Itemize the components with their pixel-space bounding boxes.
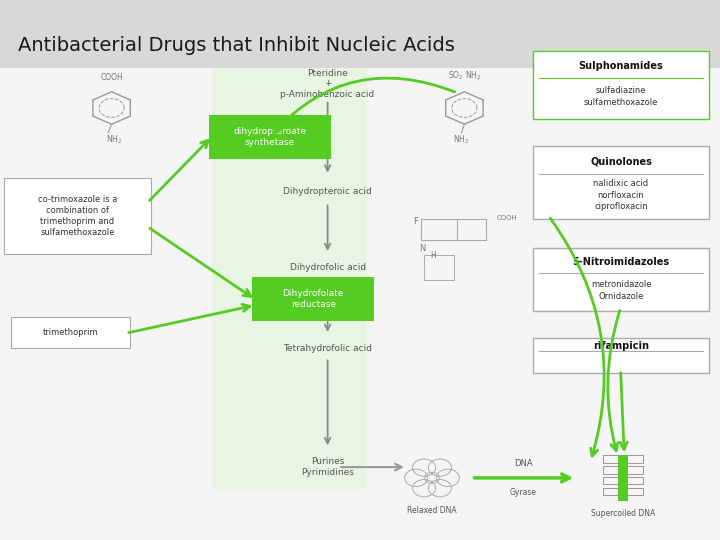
FancyBboxPatch shape [11, 317, 130, 348]
Text: COOH: COOH [100, 73, 123, 82]
Text: F: F [413, 217, 418, 226]
Text: $\mathregular{NH_2}$: $\mathregular{NH_2}$ [453, 134, 469, 146]
Text: Dihydrofolate
reductase: Dihydrofolate reductase [282, 289, 344, 309]
Text: sulfadiazine
sulfamethoxazole: sulfadiazine sulfamethoxazole [584, 86, 658, 107]
Text: N: N [420, 244, 426, 253]
Text: nalidixic acid
norfloxacin
ciprofloxacin: nalidixic acid norfloxacin ciprofloxacin [593, 179, 649, 211]
Text: rifampicin: rifampicin [593, 341, 649, 351]
Text: dihydropteroate
synthetase: dihydropteroate synthetase [233, 127, 307, 147]
FancyBboxPatch shape [209, 115, 331, 159]
Text: Relaxed DNA: Relaxed DNA [408, 506, 456, 515]
FancyBboxPatch shape [533, 146, 709, 219]
FancyBboxPatch shape [252, 277, 374, 321]
FancyBboxPatch shape [212, 68, 367, 489]
Text: Pteridine
+
p-Aminobenzoic acid: Pteridine + p-Aminobenzoic acid [281, 69, 374, 99]
Text: Sulphonamides: Sulphonamides [579, 61, 663, 71]
Text: Quinolones: Quinolones [590, 156, 652, 166]
FancyBboxPatch shape [4, 178, 151, 254]
Text: DNA: DNA [514, 459, 533, 468]
Text: Dihydrofolic acid: Dihydrofolic acid [289, 263, 366, 272]
Text: $\mathregular{NH_2}$: $\mathregular{NH_2}$ [106, 134, 122, 146]
Text: 5-Nitroimidazoles: 5-Nitroimidazoles [572, 257, 670, 267]
Text: H: H [430, 251, 436, 260]
FancyBboxPatch shape [0, 68, 720, 540]
Text: Purines
Pyrimidines: Purines Pyrimidines [301, 457, 354, 477]
Text: Dihydropteroic acid: Dihydropteroic acid [283, 187, 372, 196]
Text: Gyrase: Gyrase [510, 488, 537, 497]
FancyBboxPatch shape [0, 0, 720, 68]
FancyBboxPatch shape [533, 51, 709, 119]
Text: metronidazole
Ornidazole: metronidazole Ornidazole [590, 280, 652, 301]
Text: Supercoiled DNA: Supercoiled DNA [590, 509, 655, 518]
Text: trimethoprim: trimethoprim [42, 328, 98, 337]
FancyBboxPatch shape [533, 248, 709, 310]
Text: $\mathregular{SO_2\ NH_2}$: $\mathregular{SO_2\ NH_2}$ [448, 70, 481, 82]
Text: co-trimoxazole is a
combination of
trimethoprim and
sulfamethoxazole: co-trimoxazole is a combination of trime… [37, 195, 117, 237]
Text: Antibacterial Drugs that Inhibit Nucleic Acids: Antibacterial Drugs that Inhibit Nucleic… [18, 36, 455, 56]
Text: COOH: COOH [497, 214, 518, 221]
FancyBboxPatch shape [533, 338, 709, 373]
Text: Tetrahydrofolic acid: Tetrahydrofolic acid [283, 344, 372, 353]
FancyBboxPatch shape [618, 455, 628, 501]
